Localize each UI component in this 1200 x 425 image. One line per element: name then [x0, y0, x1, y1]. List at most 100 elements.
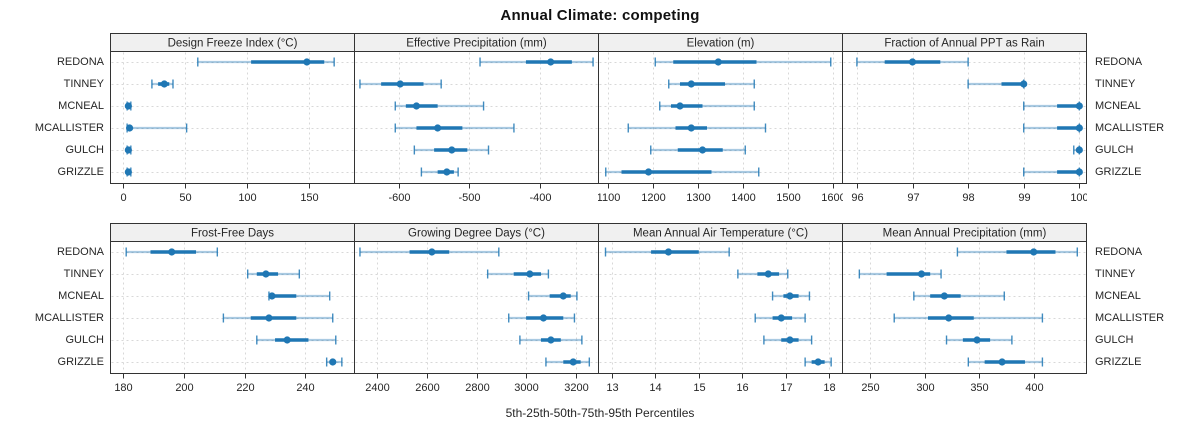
- x-axis-tick-label: 2400: [365, 382, 389, 394]
- median-dot: [714, 58, 722, 66]
- median-dot: [448, 146, 456, 154]
- x-axis-tick-label: 17: [780, 382, 792, 394]
- chart-title: Annual Climate: competing: [500, 7, 700, 24]
- x-axis-tick-label: 180: [114, 382, 132, 394]
- percentile-whisker-mcallister: [893, 313, 1044, 323]
- plot-area: [110, 241, 355, 374]
- median-dot: [676, 102, 684, 110]
- panel-row-1: REDONA TINNEY MCNEAL MCALLISTER GULCH GRIZZLE…: [0, 33, 1200, 214]
- station-label-tinney: TINNEY: [1095, 268, 1136, 280]
- median-dot: [160, 80, 168, 88]
- x-axis-tick-label: 16: [736, 382, 748, 394]
- percentile-whisker-gulch: [1073, 145, 1083, 155]
- panel-growing-degree-days-c: 2400 2600 2800 3000 3200 Growing Degree Days …: [354, 223, 599, 404]
- panel-strip-title: Design Freeze Index (°C): [168, 38, 298, 50]
- percentile-whisker-gulch: [763, 335, 813, 345]
- panel-strip-title: Elevation (m): [687, 38, 755, 50]
- station-label-grizzle: GRIZZLE: [57, 356, 104, 368]
- percentile-whisker-redona: [197, 57, 335, 67]
- x-axis-tick-label: 98: [962, 192, 974, 204]
- median-dot: [283, 336, 291, 344]
- median-dot: [687, 124, 695, 132]
- x-axis-tick-label: 97: [907, 192, 919, 204]
- percentile-whisker-tinney: [668, 79, 755, 89]
- station-label-tinney: TINNEY: [1095, 78, 1136, 90]
- percentile-whisker-mcallister: [222, 313, 334, 323]
- panel-elevation-m: 1100 1200 1300 1400 1500 1600 Elevation (m): [597, 33, 846, 214]
- plot-area: [598, 51, 843, 184]
- x-axis-tick-label: 2800: [465, 382, 489, 394]
- station-label-gulch: GULCH: [1095, 144, 1134, 156]
- x-axis-tick-label: -600: [388, 192, 410, 204]
- left-station-labels-row0: REDONA TINNEY MCNEAL MCALLISTER GULCH GRIZZLE: [0, 33, 110, 209]
- median-dot: [1030, 248, 1038, 256]
- panel-plot-svg: 96 97 98 99 100 Fraction of Annual PPT as Rai…: [842, 33, 1089, 204]
- x-axis-tick-label: 0: [120, 192, 126, 204]
- x-axis-tick-label: 13: [606, 382, 618, 394]
- x-axis-tick-label: 250: [861, 382, 879, 394]
- station-label-redona: REDONA: [56, 56, 104, 68]
- station-label-mcallister: MCALLISTER: [34, 312, 104, 324]
- percentile-footnote: 5th-25th-50th-75th-95th Percentiles: [505, 406, 695, 420]
- x-axis-tick-label: 3000: [514, 382, 538, 394]
- median-dot: [777, 314, 785, 322]
- x-axis-tick-label: 100: [1070, 192, 1087, 204]
- percentile-whisker-redona: [479, 57, 594, 67]
- percentile-whisker-redona: [359, 247, 500, 257]
- percentile-whisker-gulch: [945, 335, 1013, 345]
- station-label-grizzle: GRIZZLE: [1095, 356, 1142, 368]
- x-axis-tick-label: -400: [529, 192, 551, 204]
- x-axis-tick-label: 220: [236, 382, 254, 394]
- percentile-whisker-redona: [856, 57, 969, 67]
- x-axis-tick-label: 50: [179, 192, 191, 204]
- station-label-redona: REDONA: [56, 246, 104, 258]
- median-dot: [1075, 124, 1083, 132]
- x-axis-tick-label: 1300: [686, 192, 710, 204]
- panel-design-freeze-index-c: 0 50 100 150 Design Freeze Index (°C): [110, 33, 355, 214]
- x-axis-tick-label: 240: [296, 382, 314, 394]
- percentile-whisker-gulch: [124, 145, 132, 155]
- percentile-whisker-tinney: [246, 269, 301, 279]
- panel-strip-title: Mean Annual Air Temperature (°C): [633, 228, 808, 240]
- percentile-whisker-tinney: [359, 79, 442, 89]
- station-label-mcallister: MCALLISTER: [34, 122, 104, 134]
- median-dot: [664, 248, 673, 256]
- median-dot: [539, 314, 548, 322]
- median-dot: [559, 292, 567, 300]
- median-dot: [412, 102, 421, 110]
- median-dot: [125, 124, 134, 132]
- percentile-whisker-redona: [654, 57, 832, 67]
- median-dot: [908, 58, 917, 66]
- plot-area: [598, 241, 843, 374]
- median-dot: [764, 270, 772, 278]
- percentile-whisker-tinney: [737, 269, 789, 279]
- median-dot: [396, 80, 404, 88]
- x-axis-tick-label: 99: [1018, 192, 1030, 204]
- percentile-whisker-mcallister: [125, 123, 188, 133]
- percentile-whisker-grizzle: [325, 357, 343, 367]
- median-dot: [698, 146, 707, 154]
- median-dot: [814, 358, 822, 366]
- median-dot: [168, 248, 176, 256]
- plot-area: [354, 51, 599, 184]
- median-dot: [569, 358, 577, 366]
- panel-effective-precipitation-mm: -600 -500 -400 Effective Precipitation (mm): [354, 33, 599, 214]
- median-dot: [526, 270, 534, 278]
- x-axis-tick-label: 1200: [641, 192, 665, 204]
- plot-area: [354, 241, 599, 374]
- median-dot: [428, 248, 436, 256]
- median-dot: [434, 124, 442, 132]
- station-label-mcallister: MCALLISTER: [1095, 122, 1165, 134]
- right-station-labels-row1: REDONA TINNEY MCNEAL MCALLISTER GULCH GRIZZLE: [1087, 223, 1197, 399]
- x-axis-tick-label: 400: [1025, 382, 1043, 394]
- left-station-labels-row1: REDONA TINNEY MCNEAL MCALLISTER GULCH GRIZZLE: [0, 223, 110, 399]
- percentile-whisker-redona: [604, 247, 730, 257]
- x-axis-tick-label: 1100: [598, 192, 620, 204]
- panel-mean-annual-precipitation-mm: 250 300 350 400 Mean Annual Precipitation (m…: [842, 223, 1087, 404]
- station-label-gulch: GULCH: [65, 144, 104, 156]
- median-dot: [1075, 102, 1083, 110]
- x-axis-tick-label: 1500: [776, 192, 800, 204]
- panel-plot-svg: 13 14 15 16 17 18 Mean Annual Air Temperature …: [598, 223, 843, 394]
- median-dot: [303, 58, 311, 66]
